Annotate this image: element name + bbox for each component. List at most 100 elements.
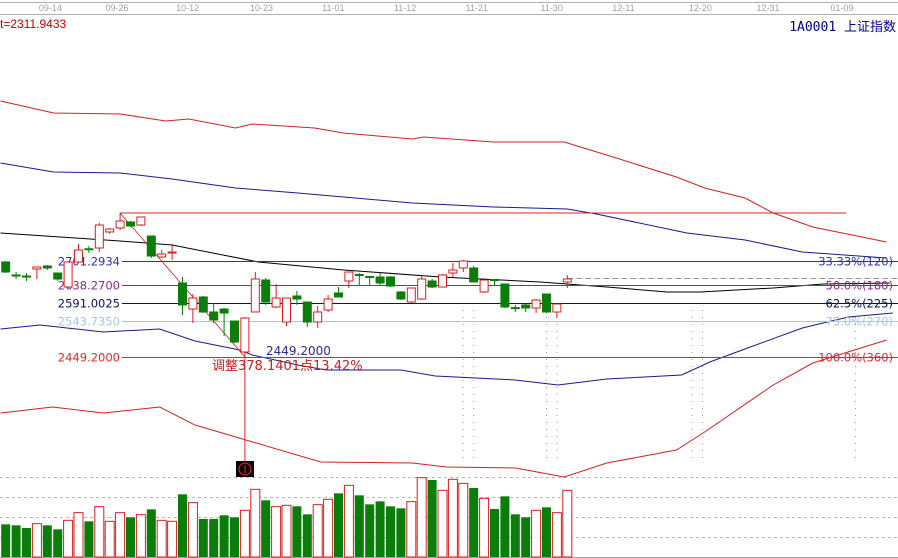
volume-bar [469,488,479,557]
candle-down [365,275,375,278]
time-axis: 09-14 09-26 10-12 10-23 11-01 11-12 11-21 11-30… [0,2,898,15]
volume-bar [156,519,167,558]
volume-bar [250,488,261,558]
volume-bar [239,509,250,558]
candle-down [396,291,406,300]
volume-bar [551,512,562,558]
x-tick-label: 09-14 [39,3,62,13]
annotations: 2449.2000 调整378.1401点13.42% [212,344,363,477]
volume-bar [334,493,343,557]
volume-bar [1,524,11,557]
volume-bar [447,478,458,558]
volume-bar [187,502,198,558]
volume-bar [84,521,94,557]
dotted-cycle-lines [462,310,856,460]
volume-bar [365,504,375,557]
volume-bar [230,517,239,557]
candle-down [198,296,208,313]
volume-bar [521,517,531,557]
fib-ratio-label: 50.0%(180) [826,279,893,293]
candle-up [562,278,572,283]
candle-up [552,303,562,313]
fibonacci-levels: 2701.2934 33.33%(120) 2638.2700 50.0%(180) 2… [58,212,898,462]
volume-bar [427,480,437,557]
candle-down [126,221,135,227]
candle-up [63,261,73,288]
volume-bar [406,501,417,558]
candle-up [115,220,125,229]
candle-up [438,274,447,288]
fib-ratio-label: 62.5%(225) [826,297,893,311]
candle-up [188,297,198,310]
volume-bar [104,520,115,558]
candle-down [53,272,63,280]
symbol-name: 上证指数 [843,20,896,35]
volume-bar [500,496,510,557]
volume-bar [94,506,105,558]
candle-up [344,271,354,282]
x-tick-label: 11-12 [394,3,416,13]
fib-ratio-label: 100.0%(360) [818,351,893,365]
symbol-title: 1A0001 上证指数 [789,16,896,35]
volume-bar [146,509,156,557]
fib-price-label: 2449.2000 [58,351,120,365]
volume-bar [219,515,229,557]
volume-bar [63,519,74,558]
candle-down [219,308,229,314]
volume-bar [437,489,448,558]
low-price-annotation: 2449.2000 [266,344,331,358]
volume-bar [22,528,31,557]
x-tick-label: 11-30 [541,3,563,13]
x-tick-label: 12-20 [689,3,712,13]
candle-down [469,267,479,283]
upper-inner-line [0,162,887,259]
x-tick-label: 12-31 [757,3,780,13]
fib-price-label: 2591.0025 [58,297,120,311]
volume-bar [292,506,302,557]
candle-up [406,287,416,303]
fib-price-label: 2638.2700 [58,279,120,293]
candle-up [323,298,333,311]
volume-bar [510,514,520,557]
volume-bar [416,477,427,558]
candle-down [209,311,219,321]
candle-up [313,311,323,323]
candle-down [334,292,343,298]
volume-bar [542,507,551,557]
fib-price-label: 2701.2934 [58,255,120,269]
info-marker-icon[interactable] [236,461,254,477]
candle-down [1,261,11,273]
candle-down [542,293,551,313]
candle-down [146,235,156,257]
volume-bar [126,517,135,557]
candle-down [230,320,239,343]
x-tick-label: 09-26 [105,3,128,13]
candle-up [94,224,104,249]
candle-up [74,249,83,263]
volume-bar [343,484,354,558]
volume-bar [31,523,42,558]
volume-bar [562,489,573,558]
x-tick-label: 01-09 [830,3,853,13]
candle-down [490,279,499,282]
volume-bar [53,529,63,557]
volume-bar [375,501,385,557]
candle-down [261,279,271,303]
x-tick-label: 11-01 [322,3,344,13]
candle-down [84,248,94,251]
candle-up [136,216,146,226]
candle-up [32,266,42,270]
symbol-code: 1A0001 [789,20,837,35]
x-tick-label: 11-21 [466,3,488,13]
fib-ratio-label: 75.0%(270) [826,315,893,329]
candle-down [354,274,364,277]
volume-bar [281,504,292,558]
x-tick-label: 12-11 [612,3,634,13]
volume-bar [209,519,219,557]
volume-bar [11,525,21,557]
volume-bar [271,506,282,558]
volume-bar [167,520,178,558]
volume-bar [302,514,312,557]
volume-bar [354,495,364,557]
